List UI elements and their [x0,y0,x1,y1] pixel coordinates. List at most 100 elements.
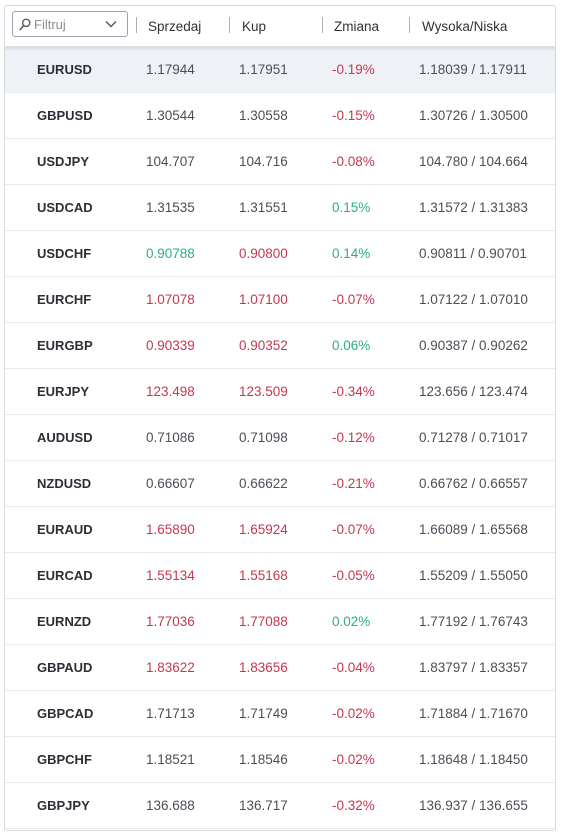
symbol-cell: GBPJPY [37,798,90,813]
sell-price-cell: 1.71713 [146,706,195,721]
buy-price-cell: 1.18546 [239,752,288,767]
change-cell: -0.05% [332,568,375,583]
high-low-cell: 1.77192 / 1.76743 [419,614,528,629]
change-cell: 0.06% [332,338,371,353]
header-divider [229,17,230,33]
symbol-cell: EURNZD [37,614,92,629]
sell-price-cell: 1.77036 [146,614,195,629]
high-low-cell: 1.83797 / 1.83357 [419,660,528,675]
quotes-panel: Filtruj Sprzedaj Kup Zmiana Wysoka/Niska… [4,5,556,831]
column-header-change[interactable]: Zmiana [334,18,380,34]
filter-placeholder: Filtruj [34,16,66,32]
change-cell: 0.15% [332,200,371,215]
quote-row-eurcad[interactable]: EURCAD 1.55134 1.55168 -0.05% 1.55209 / 1.55… [5,553,555,599]
change-cell: 0.02% [332,614,371,629]
quote-row-nzdusd[interactable]: NZDUSD 0.66607 0.66622 -0.21% 0.66762 / 0.66… [5,461,555,507]
buy-price-cell: 1.71749 [239,706,288,721]
sell-price-cell: 123.498 [146,384,195,399]
change-cell: -0.04% [332,660,375,675]
high-low-cell: 1.31572 / 1.31383 [419,200,528,215]
symbol-cell: GBPUSD [37,108,93,123]
sell-price-cell: 1.55134 [146,568,195,583]
high-low-cell: 0.90387 / 0.90262 [419,338,528,353]
symbol-cell: EURUSD [37,62,92,77]
column-header-high-low[interactable]: Wysoka/Niska [422,18,508,34]
quotes-list: EURUSD 1.17944 1.17951 -0.19% 1.18039 / 1.17… [5,47,555,829]
symbol-cell: AUDUSD [37,430,93,445]
quote-row-gbpaud[interactable]: GBPAUD 1.83622 1.83656 -0.04% 1.83797 / 1.83… [5,645,555,691]
sell-price-cell: 1.83622 [146,660,195,675]
header-divider [136,17,137,33]
buy-price-cell: 1.65924 [239,522,288,537]
symbol-cell: EURGBP [37,338,93,353]
symbol-cell: GBPCAD [37,706,94,721]
buy-price-cell: 1.07100 [239,292,288,307]
sell-price-cell: 104.707 [146,154,195,169]
change-cell: -0.08% [332,154,375,169]
symbol-cell: USDCAD [37,200,93,215]
sell-price-cell: 136.688 [146,798,195,813]
symbol-cell: EURCAD [37,568,93,583]
sell-price-cell: 1.31535 [146,200,195,215]
high-low-cell: 1.55209 / 1.55050 [419,568,528,583]
buy-price-cell: 104.716 [239,154,288,169]
buy-price-cell: 1.30558 [239,108,288,123]
chevron-down-icon [105,20,117,28]
high-low-cell: 0.66762 / 0.66557 [419,476,528,491]
quote-row-usdjpy[interactable]: USDJPY 104.707 104.716 -0.08% 104.780 / 104.… [5,139,555,185]
high-low-cell: 104.780 / 104.664 [419,154,528,169]
sell-price-cell: 0.66607 [146,476,195,491]
search-icon [19,18,31,30]
buy-price-cell: 0.66622 [239,476,288,491]
symbol-cell: NZDUSD [37,476,92,491]
quote-row-eurchf[interactable]: EURCHF 1.07078 1.07100 -0.07% 1.07122 / 1.07… [5,277,555,323]
quote-row-gbpjpy[interactable]: GBPJPY 136.688 136.717 -0.32% 136.937 / 136.… [5,783,555,829]
sell-price-cell: 1.07078 [146,292,195,307]
quote-row-gbpchf[interactable]: GBPCHF 1.18521 1.18546 -0.02% 1.18648 / 1.18… [5,737,555,783]
high-low-cell: 0.90811 / 0.90701 [419,246,527,261]
buy-price-cell: 1.17951 [239,62,288,77]
column-header-buy[interactable]: Kup [242,18,267,34]
buy-price-cell: 0.90352 [239,338,288,353]
change-cell: 0.14% [332,246,371,261]
buy-price-cell: 0.71098 [239,430,288,445]
change-cell: -0.32% [332,798,375,813]
column-header-sell[interactable]: Sprzedaj [148,18,202,34]
high-low-cell: 1.18039 / 1.17911 [419,62,527,77]
quote-row-eurusd[interactable]: EURUSD 1.17944 1.17951 -0.19% 1.18039 / 1.17… [5,47,555,93]
sell-price-cell: 0.90788 [146,246,195,261]
quote-row-eurnzd[interactable]: EURNZD 1.77036 1.77088 0.02% 1.77192 / 1.767… [5,599,555,645]
change-cell: -0.19% [332,62,375,77]
buy-price-cell: 123.509 [239,384,288,399]
change-cell: -0.07% [332,522,375,537]
quote-row-eurgbp[interactable]: EURGBP 0.90339 0.90352 0.06% 0.90387 / 0.902… [5,323,555,369]
buy-price-cell: 1.31551 [239,200,288,215]
quote-row-usdchf[interactable]: USDCHF 0.90788 0.90800 0.14% 0.90811 / 0.907… [5,231,555,277]
symbol-cell: EURJPY [37,384,90,399]
change-cell: -0.02% [332,706,375,721]
header-divider [322,17,323,33]
quote-row-gbpusd[interactable]: GBPUSD 1.30544 1.30558 -0.15% 1.30726 / 1.30… [5,93,555,139]
high-low-cell: 123.656 / 123.474 [419,384,528,399]
high-low-cell: 1.18648 / 1.18450 [419,752,528,767]
sell-price-cell: 1.18521 [146,752,195,767]
change-cell: -0.15% [332,108,375,123]
symbol-cell: EURCHF [37,292,92,307]
header-divider [409,17,410,33]
high-low-cell: 1.30726 / 1.30500 [419,108,528,123]
quote-row-audusd[interactable]: AUDUSD 0.71086 0.71098 -0.12% 0.71278 / 0.71… [5,415,555,461]
change-cell: -0.34% [332,384,375,399]
change-cell: -0.07% [332,292,375,307]
quote-row-eurjpy[interactable]: EURJPY 123.498 123.509 -0.34% 123.656 / 123.… [5,369,555,415]
high-low-cell: 1.71884 / 1.71670 [419,706,528,721]
quote-row-usdcad[interactable]: USDCAD 1.31535 1.31551 0.15% 1.31572 / 1.313… [5,185,555,231]
filter-dropdown[interactable]: Filtruj [12,11,128,37]
symbol-cell: EURAUD [37,522,93,537]
sell-price-cell: 0.90339 [146,338,195,353]
buy-price-cell: 136.717 [239,798,288,813]
symbol-cell: USDJPY [37,154,90,169]
quote-row-euraud[interactable]: EURAUD 1.65890 1.65924 -0.07% 1.66089 / 1.65… [5,507,555,553]
change-cell: -0.12% [332,430,375,445]
quote-row-gbpcad[interactable]: GBPCAD 1.71713 1.71749 -0.02% 1.71884 / 1.71… [5,691,555,737]
symbol-cell: GBPAUD [37,660,93,675]
